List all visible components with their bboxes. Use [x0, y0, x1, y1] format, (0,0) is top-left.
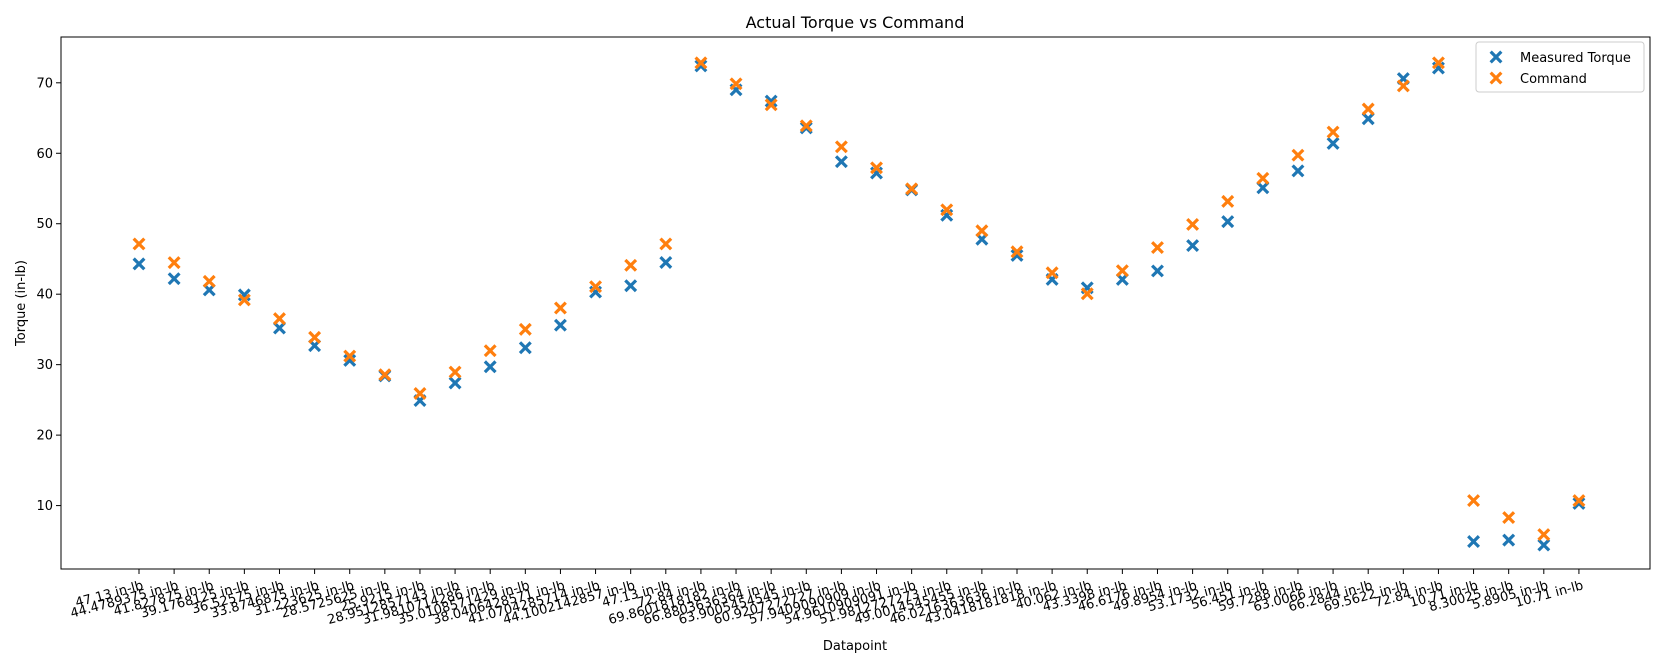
- data-point: [1080, 287, 1094, 301]
- series-command: [132, 56, 1586, 542]
- data-point: [624, 279, 638, 293]
- data-point: [518, 341, 532, 355]
- data-point: [553, 318, 567, 332]
- data-point: [799, 119, 813, 133]
- y-tick-label: 50: [36, 217, 53, 232]
- data-point: [834, 140, 848, 154]
- data-point: [1361, 102, 1375, 116]
- legend-label: Command: [1520, 72, 1587, 87]
- data-point: [308, 339, 322, 353]
- data-point: [448, 365, 462, 379]
- data-point: [659, 256, 673, 269]
- x-axis-title: Datapoint: [823, 639, 887, 654]
- y-tick-label: 10: [36, 499, 53, 514]
- data-point: [834, 155, 848, 169]
- data-point: [1256, 181, 1270, 195]
- data-point: [1151, 264, 1164, 278]
- data-point: [764, 98, 778, 112]
- data-point: [1291, 148, 1305, 162]
- data-point: [483, 344, 497, 358]
- data-point: [518, 322, 532, 336]
- data-point: [694, 59, 708, 73]
- data-point: [413, 386, 427, 400]
- data-point: [1431, 56, 1445, 70]
- data-point: [167, 272, 181, 286]
- data-point: [1326, 136, 1340, 150]
- y-axis-title: Torque (in-lb): [14, 260, 29, 347]
- y-tick-label: 20: [36, 429, 53, 444]
- data-point: [448, 376, 462, 390]
- data-point: [202, 274, 216, 288]
- data-point: [1572, 494, 1586, 508]
- data-point: [1537, 538, 1551, 552]
- data-point: [132, 237, 146, 251]
- data-point: [202, 283, 216, 297]
- data-point: [483, 360, 497, 374]
- data-point: [1186, 217, 1200, 231]
- data-point: [1572, 497, 1586, 510]
- data-point: [975, 232, 989, 246]
- legend-marker: [1489, 50, 1503, 64]
- data-point: [905, 182, 919, 196]
- y-tick-label: 30: [36, 358, 53, 373]
- data-point: [1502, 533, 1516, 547]
- data-point: [1467, 535, 1481, 548]
- data-point: [589, 280, 603, 294]
- data-point: [624, 258, 638, 272]
- data-point: [1502, 511, 1516, 525]
- data-point: [940, 203, 954, 217]
- legend-marker: [1489, 71, 1503, 85]
- data-point: [1115, 264, 1129, 278]
- plot-frame: [60, 36, 1651, 570]
- data-point: [1221, 215, 1235, 229]
- y-tick-label: 60: [36, 147, 53, 162]
- data-point: [1186, 239, 1200, 253]
- data-point: [308, 330, 322, 344]
- y-tick-label: 70: [36, 76, 53, 91]
- chart-title: Actual Torque vs Command: [746, 13, 965, 32]
- legend-label: Measured Torque: [1520, 51, 1631, 66]
- data-point: [1361, 112, 1375, 126]
- data-point: [1537, 528, 1551, 542]
- data-point: [237, 293, 251, 307]
- data-point: [1010, 245, 1024, 259]
- data-point: [343, 349, 357, 363]
- data-point: [1151, 241, 1164, 255]
- data-point: [1396, 79, 1410, 93]
- data-point: [378, 368, 392, 382]
- series-measured-torque: [132, 59, 1586, 552]
- data-point: [1115, 272, 1129, 286]
- data-point: [1221, 194, 1235, 208]
- data-point: [1291, 164, 1305, 178]
- legend: Measured Torque Command: [1475, 41, 1645, 93]
- data-point: [132, 257, 146, 271]
- data-point: [729, 77, 743, 91]
- data-point: [659, 237, 673, 251]
- data-point: [167, 256, 181, 270]
- data-point: [273, 321, 286, 335]
- data-point: [870, 161, 883, 175]
- data-point: [1256, 171, 1270, 185]
- y-tick-label: 40: [36, 288, 53, 303]
- data-point: [273, 312, 286, 326]
- data-point: [553, 301, 567, 315]
- legend-box: [1475, 41, 1645, 93]
- data-point: [694, 56, 708, 70]
- data-point: [1045, 266, 1059, 280]
- data-point: [1326, 125, 1340, 139]
- data-point: [975, 224, 989, 238]
- data-point: [1467, 494, 1481, 508]
